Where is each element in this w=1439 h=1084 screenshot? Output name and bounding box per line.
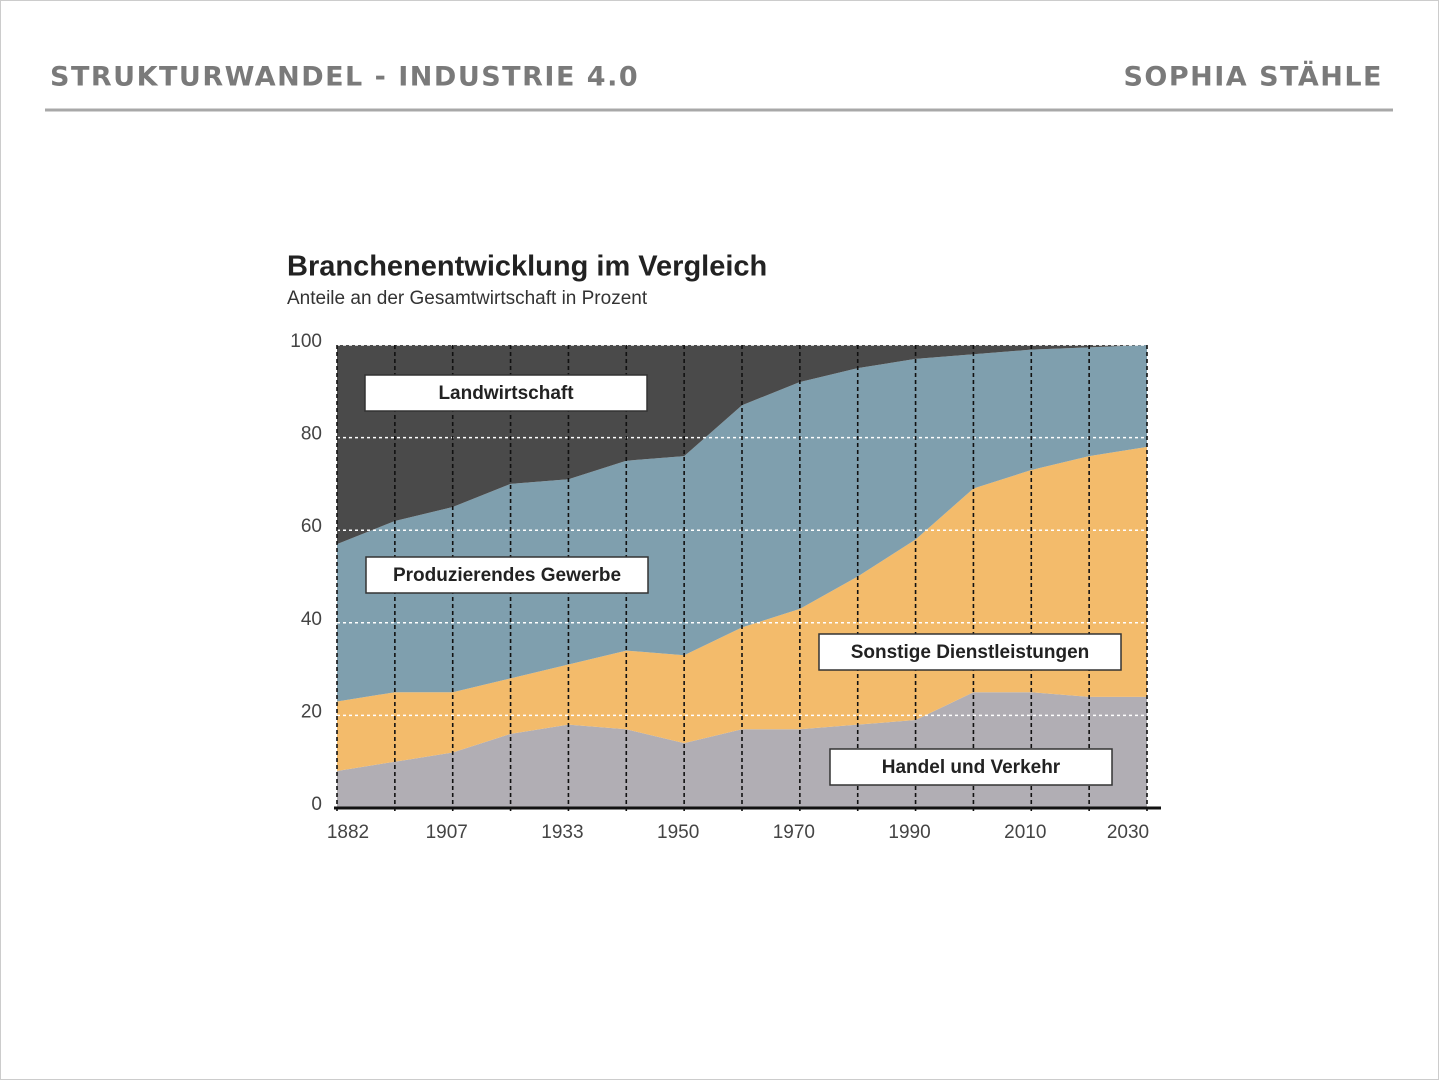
- x-tick-label: 1990: [888, 822, 930, 843]
- series-label: Handel und Verkehr: [882, 757, 1061, 778]
- series-label-box: [364, 374, 648, 412]
- series-label: Produzierendes Gewerbe: [393, 565, 621, 586]
- x-tick-label: 2010: [1004, 822, 1046, 843]
- x-tick-label: 1970: [773, 822, 815, 843]
- y-tick-label: 20: [301, 701, 322, 722]
- chart-subtitle: Anteile an der Gesamtwirtschaft in Proze…: [287, 288, 648, 309]
- series-label-box: [365, 556, 649, 594]
- series-label: Sonstige Dienstleistungen: [851, 642, 1090, 663]
- y-tick-label: 0: [311, 794, 322, 815]
- y-tick-label: 40: [301, 609, 322, 630]
- chart-title: Branchenentwicklung im Vergleich: [287, 251, 767, 283]
- x-tick-label: 1950: [657, 822, 699, 843]
- series-label-box: [818, 633, 1122, 671]
- x-tick-label: 2030: [1107, 822, 1149, 843]
- header-title: STRUKTURWANDEL - INDUSTRIE 4.0: [50, 62, 639, 93]
- x-tick-label: 1907: [426, 822, 468, 843]
- series-label-box: [829, 748, 1113, 786]
- x-tick-label: 1933: [541, 822, 583, 843]
- x-tick-label: 1882: [327, 822, 369, 843]
- y-tick-label: 60: [301, 516, 322, 537]
- series-label: Landwirtschaft: [438, 383, 574, 404]
- header-author: SOPHIA STÄHLE: [1123, 61, 1383, 93]
- y-tick-label: 80: [301, 424, 322, 445]
- area: [337, 446, 1147, 771]
- y-tick-label: 100: [290, 331, 322, 352]
